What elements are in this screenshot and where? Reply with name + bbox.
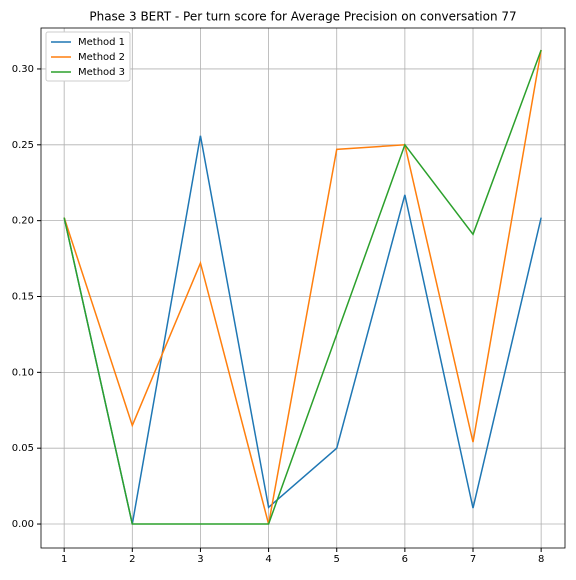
x-tick-label: 7 [470,554,476,565]
legend-label: Method 3 [78,67,125,78]
chart-title: Phase 3 BERT - Per turn score for Averag… [89,10,516,24]
plot-frame [40,27,566,549]
y-tick-label: 0.05 [12,443,34,454]
y-tick-label: 0.20 [12,216,34,227]
x-tick-label: 2 [129,554,135,565]
y-tick-label: 0.30 [12,64,34,75]
y-tick-label: 0.15 [12,291,34,302]
x-tick-label: 3 [197,554,203,565]
legend-label: Method 2 [78,52,125,63]
x-tick-label: 5 [334,554,340,565]
x-tick-label: 1 [61,554,67,565]
series-line [63,135,542,525]
series-line [63,49,542,525]
y-tick-label: 0.00 [12,519,34,530]
y-tick-label: 0.10 [12,367,34,378]
y-tick-label: 0.25 [12,140,34,151]
x-tick-label: 8 [538,554,544,565]
series-line [63,49,542,525]
x-tick-label: 4 [265,554,271,565]
legend-box [45,31,131,82]
x-tick-label: 6 [402,554,408,565]
legend-label: Method 1 [78,37,125,48]
